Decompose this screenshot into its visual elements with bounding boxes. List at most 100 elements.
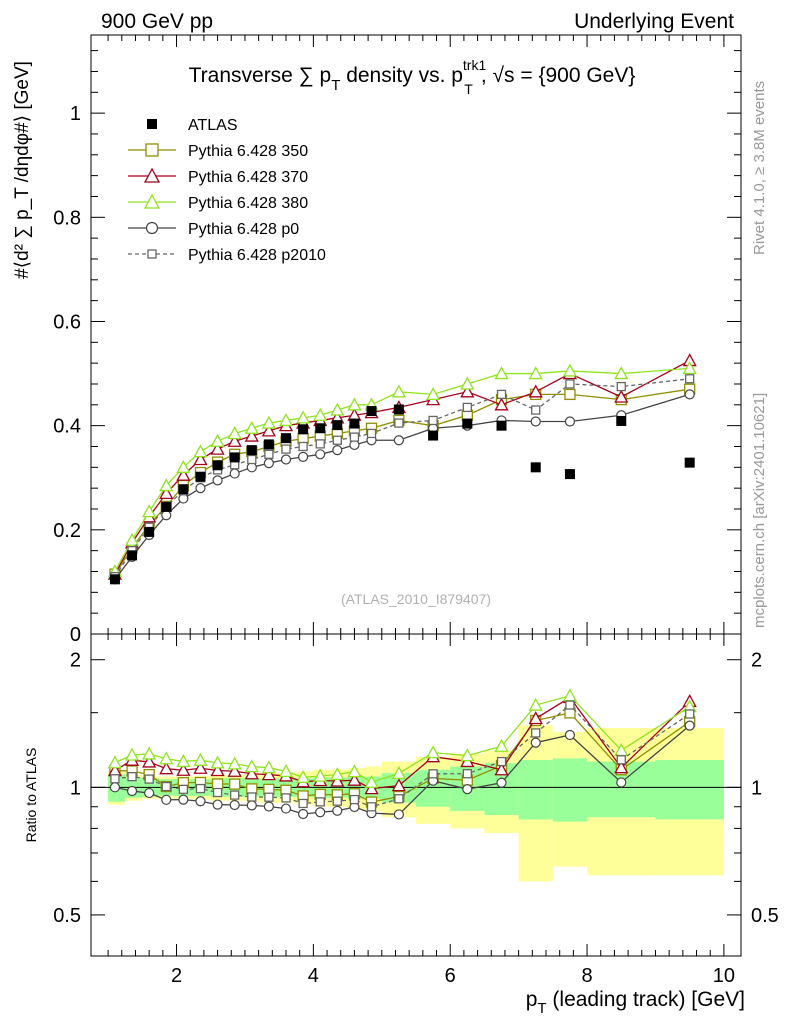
side-rivet: Rivet 4.1.0, ≥ 3.8M events	[751, 81, 768, 255]
series-380-ratio-point	[330, 767, 345, 781]
x-tick-label: 4	[308, 965, 319, 987]
series-380-ratio-point	[124, 747, 140, 761]
series-p2010-ratio-point	[230, 790, 240, 800]
series-370-ratio-point	[391, 778, 406, 792]
legend-marker-atlas	[147, 119, 157, 129]
series-370-ratio-point	[330, 773, 345, 787]
series-p0-ratio-point	[530, 737, 541, 748]
atlas-point	[298, 424, 309, 435]
series-380-ratio-point	[107, 755, 123, 769]
x-tick-label: 10	[713, 965, 735, 987]
series-p0-point	[393, 435, 404, 446]
ratio-band-inner	[518, 760, 553, 820]
series-370-ratio-point	[193, 760, 208, 774]
ratio-panel: 2 4 6 8 10 0.5 0.5 1 1 2 2	[53, 633, 779, 987]
series-380-ratio-point	[391, 765, 406, 779]
title-main: Transverse ∑ p	[189, 64, 332, 87]
series-380-point	[159, 478, 174, 492]
series-380-ratio-point	[278, 764, 294, 778]
series-380-point	[176, 459, 191, 473]
series-p2010-ratio-point	[565, 700, 575, 710]
atlas-point	[332, 420, 343, 431]
y-tick-label: 0.4	[53, 416, 81, 438]
series-p2010-ratio-point	[349, 794, 360, 805]
series-380-point	[426, 387, 441, 401]
series-370-point	[227, 433, 242, 447]
series-380-point	[460, 376, 475, 390]
series-380-point	[261, 415, 276, 429]
legend-label: Pythia 6.428 p0	[188, 221, 299, 238]
x-axis-label-sub: T	[537, 1000, 546, 1017]
atlas-point	[246, 445, 257, 456]
series-380-ratio-point	[426, 745, 441, 759]
atlas-point	[428, 430, 439, 441]
series-p2010-ratio-point	[144, 774, 154, 784]
series-350-point	[564, 388, 576, 401]
series-380-ratio-point	[313, 768, 328, 782]
series-p0-ratio-point	[161, 794, 172, 805]
series-380-ratio-point	[210, 755, 225, 769]
ratio-y-tick-label: 2	[70, 650, 81, 672]
atlas-point	[281, 433, 291, 444]
legend-marker	[143, 167, 161, 183]
series-370-point	[261, 423, 276, 437]
atlas-point	[144, 526, 155, 537]
legend-marker	[145, 143, 159, 157]
series-p0-ratio-point	[195, 796, 206, 807]
series-370-ratio-point	[364, 781, 379, 795]
series-p2010-ratio-point	[428, 769, 438, 779]
series-p0-point	[349, 439, 360, 451]
series-380-ratio-point	[460, 748, 475, 762]
atlas-point	[616, 415, 627, 426]
series-p2010-ratio-point	[264, 792, 274, 802]
series-380-point	[614, 366, 629, 380]
atlas-point	[109, 574, 120, 585]
y-tick-label: 0.2	[53, 520, 81, 542]
legend-marker	[147, 249, 157, 259]
y-tick-label: 0.6	[53, 311, 81, 333]
series-380-ratio-point	[193, 752, 208, 766]
series-p0-point	[212, 475, 223, 486]
series-380-point	[142, 504, 157, 518]
series-p2010-ratio-point	[332, 796, 342, 806]
series-p2010-ratio-point	[298, 798, 308, 809]
ratio-y-tick-label-right: 1	[751, 777, 762, 799]
atlas-point	[229, 452, 240, 463]
series-380-ratio-point	[347, 764, 362, 778]
series-p2010-point	[565, 379, 575, 389]
main-panel: 0 0.2 0.4 0.6 0.8 1	[53, 34, 742, 646]
series-p0-ratio-point	[496, 777, 507, 788]
series-p2010-ratio-point	[110, 774, 120, 784]
series-380-ratio-point	[261, 760, 276, 774]
series-p0-point	[315, 449, 326, 460]
series-370-ratio-point	[210, 763, 225, 777]
title-sub-T: T	[331, 77, 340, 94]
series-380-point	[296, 410, 311, 424]
series-p0-point	[229, 468, 240, 479]
x-axis-label-main: p	[526, 988, 538, 1011]
atlas-point	[178, 484, 189, 495]
atlas-point	[530, 462, 541, 473]
series-p0-ratio-point	[315, 807, 326, 818]
series-p2010-ratio-point	[685, 709, 695, 719]
series-p2010-ratio-point	[315, 797, 325, 807]
series-p2010-point	[616, 381, 626, 392]
series-380-ratio-point	[528, 697, 543, 711]
series-370-ratio-point	[159, 761, 174, 775]
title-sub2: T	[464, 81, 473, 97]
ratio-y-tick-label: 1	[70, 777, 81, 799]
series-370-ratio-point	[244, 766, 259, 780]
series-380-ratio-point	[142, 746, 157, 760]
ratio-y-tick-label-right: 0.5	[751, 905, 779, 927]
series-380-point	[528, 366, 543, 380]
header-left: 900 GeV pp	[101, 10, 213, 33]
ratio-y-tick-label: 0.5	[53, 905, 81, 927]
series-p2010-ratio-point	[281, 793, 291, 803]
legend-label: Pythia 6.428 370	[188, 169, 308, 186]
series-p0-ratio-point	[684, 720, 695, 731]
series-380-ratio-point	[494, 738, 509, 752]
series-380-ratio-point	[159, 751, 174, 765]
legend-label: Pythia 6.428 350	[188, 143, 308, 160]
series-p2010-point	[496, 389, 507, 400]
series-370-ratio-point	[528, 711, 543, 725]
